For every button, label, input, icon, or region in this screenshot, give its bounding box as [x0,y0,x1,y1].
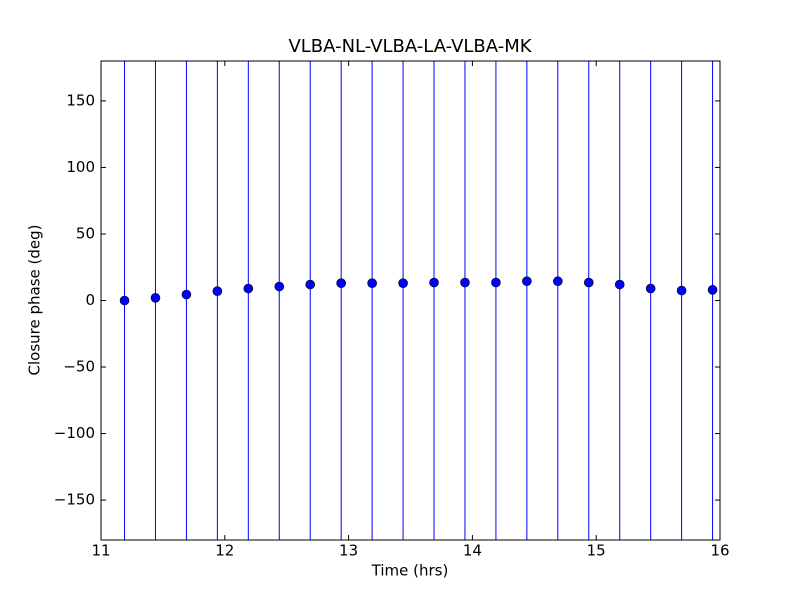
data-point [181,289,192,300]
data-point [305,279,316,290]
y-tick-label: 50 [76,224,95,242]
data-point [274,281,285,292]
data-point [460,277,470,288]
y-axis-label: Closure phase (deg) [26,225,44,376]
data-point [119,295,130,306]
chart-title: VLBA-NL-VLBA-LA-VLBA-MK [288,36,532,57]
y-tick-label: 150 [66,91,95,109]
x-tick-label: 14 [463,542,482,560]
data-point [398,278,408,289]
x-tick-label: 16 [710,542,729,560]
x-tick-label: 15 [587,542,606,560]
plot-area [119,61,718,540]
data-point [553,276,563,287]
y-tick-label: −150 [54,491,95,509]
data-point [676,285,687,296]
data-point [336,278,346,289]
data-point [614,279,625,290]
x-axis-label: Time (hrs) [371,562,449,580]
y-tick-label: −100 [54,424,95,442]
data-point [645,283,656,294]
x-tick-label: 13 [339,542,358,560]
data-point [150,293,161,303]
data-point [212,286,223,296]
x-tick-label: 12 [215,542,234,560]
y-tick-label: 0 [85,291,95,309]
data-point [522,276,532,287]
data-point [367,278,377,289]
x-tick-label: 11 [91,542,110,560]
y-tick-label: −50 [63,358,95,376]
data-point [583,277,594,288]
data-point [707,285,718,295]
data-point [243,283,254,294]
data-point [491,277,501,288]
y-tick-label: 100 [66,158,95,176]
data-point [429,277,439,288]
